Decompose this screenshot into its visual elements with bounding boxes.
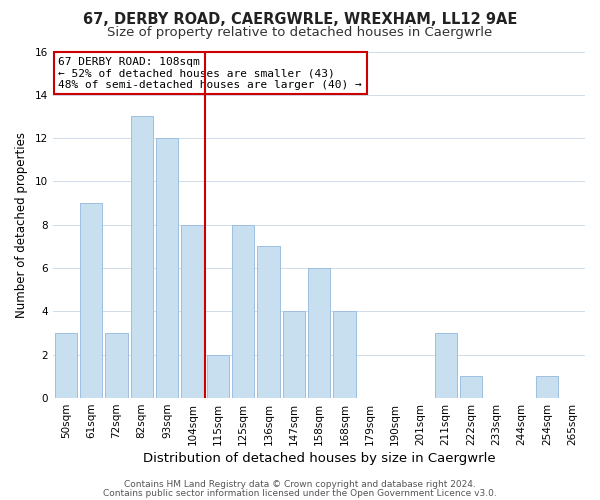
Bar	[257, 246, 280, 398]
Bar	[232, 225, 254, 398]
Text: 67, DERBY ROAD, CAERGWRLE, WREXHAM, LL12 9AE: 67, DERBY ROAD, CAERGWRLE, WREXHAM, LL12…	[83, 12, 517, 28]
Text: Contains public sector information licensed under the Open Government Licence v3: Contains public sector information licen…	[103, 489, 497, 498]
Bar	[283, 312, 305, 398]
Bar	[308, 268, 330, 398]
Bar	[460, 376, 482, 398]
X-axis label: Distribution of detached houses by size in Caergwrle: Distribution of detached houses by size …	[143, 452, 496, 465]
Text: 67 DERBY ROAD: 108sqm
← 52% of detached houses are smaller (43)
48% of semi-deta: 67 DERBY ROAD: 108sqm ← 52% of detached …	[58, 56, 362, 90]
Text: Size of property relative to detached houses in Caergwrle: Size of property relative to detached ho…	[107, 26, 493, 39]
Bar	[536, 376, 558, 398]
Bar	[55, 333, 77, 398]
Text: Contains HM Land Registry data © Crown copyright and database right 2024.: Contains HM Land Registry data © Crown c…	[124, 480, 476, 489]
Bar	[131, 116, 153, 398]
Bar	[434, 333, 457, 398]
Bar	[181, 225, 203, 398]
Bar	[80, 203, 102, 398]
Bar	[333, 312, 356, 398]
Bar	[156, 138, 178, 398]
Bar	[206, 354, 229, 398]
Y-axis label: Number of detached properties: Number of detached properties	[15, 132, 28, 318]
Bar	[105, 333, 128, 398]
